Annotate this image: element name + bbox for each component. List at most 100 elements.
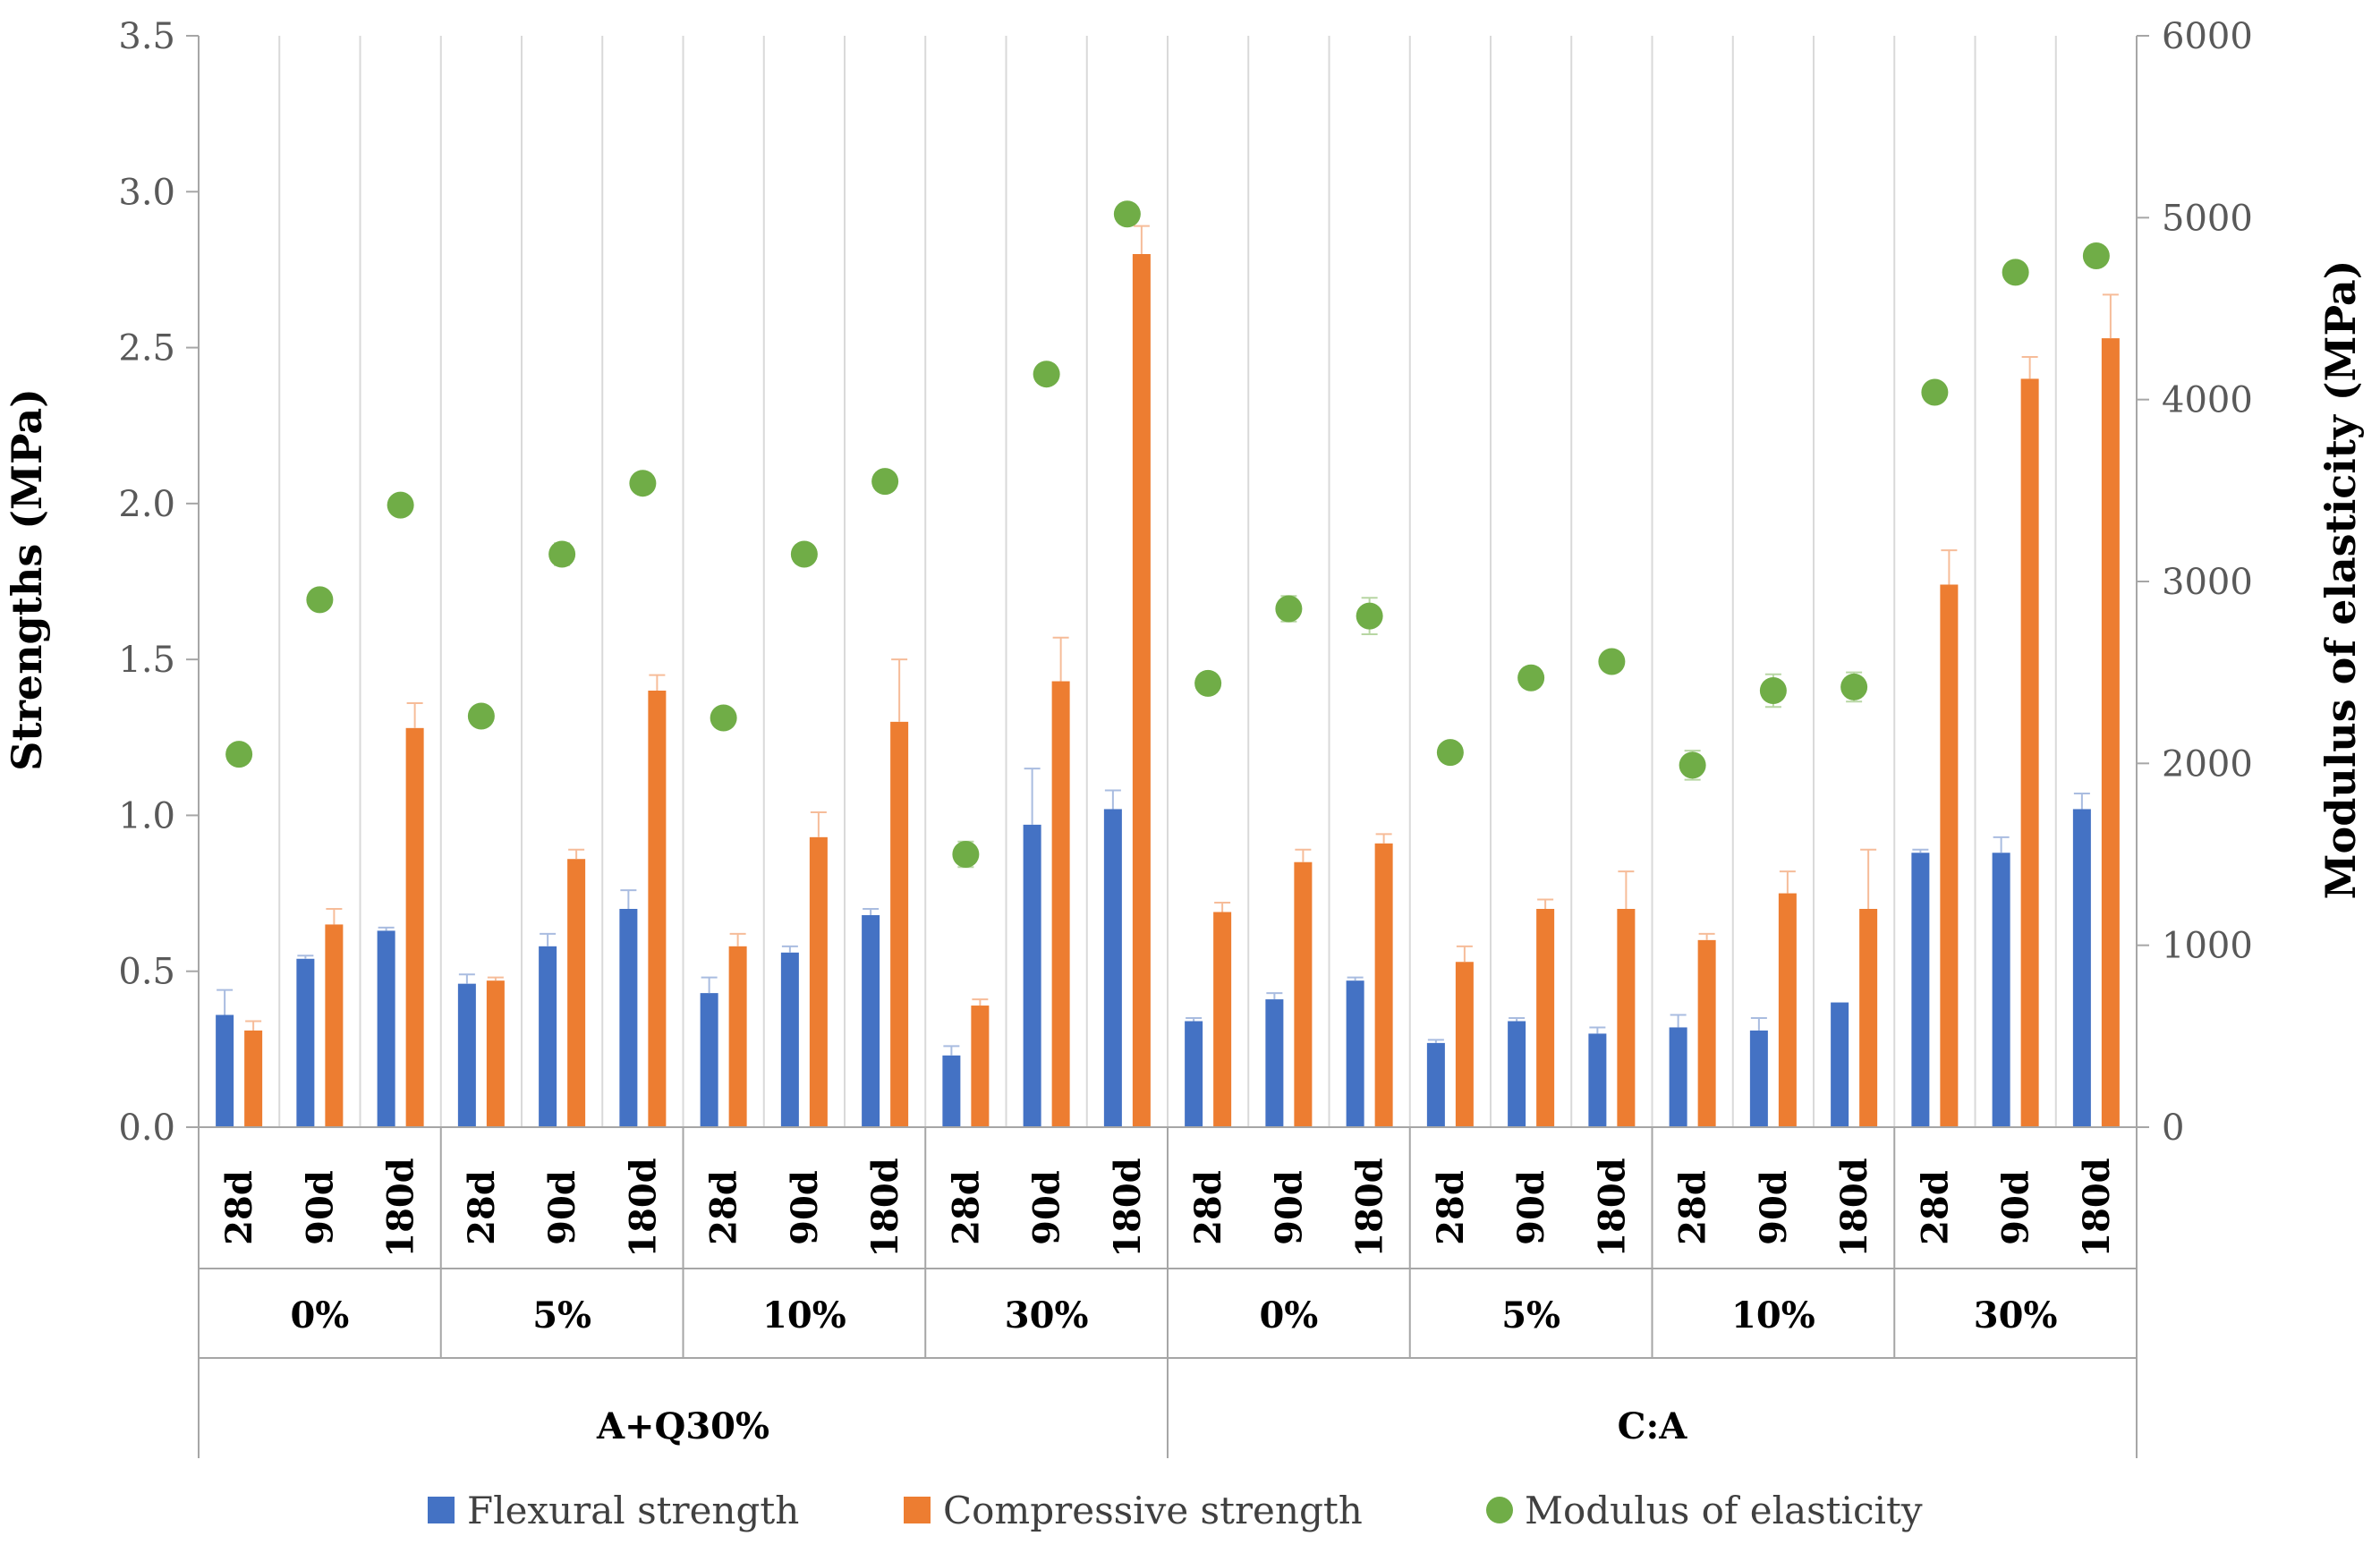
compressive-bar-1	[325, 924, 344, 1127]
legend-flexural-label: Flexural strength	[467, 1489, 799, 1532]
flexural-bar-2	[377, 930, 395, 1127]
flexural-bar-20	[1831, 1002, 1849, 1127]
flexural-bar-23	[2072, 809, 2091, 1127]
compressive-bar-20	[1859, 909, 1878, 1127]
y2-tick-label-0: 0	[2162, 1107, 2184, 1149]
compressive-bar-7	[809, 836, 828, 1127]
modulus-point-6	[710, 704, 737, 732]
modulus-point-5	[629, 470, 657, 497]
x-tick-label-20: 180d	[1833, 1158, 1875, 1257]
x-tick-label-8: 180d	[864, 1158, 906, 1257]
legend: Flexural strength Compressive strength M…	[428, 1489, 1923, 1532]
modulus-point-18	[1679, 751, 1706, 779]
compressive-bar-9	[971, 1006, 990, 1127]
y-tick-label-1: 0.5	[118, 952, 175, 993]
x-tick-label-11: 180d	[1107, 1158, 1149, 1257]
modulus-markers	[225, 200, 2110, 868]
modulus-point-17	[1598, 648, 1626, 675]
compressive-bar-6	[728, 946, 747, 1127]
modulus-point-19	[1759, 677, 1787, 704]
compressive-bar-8	[890, 721, 909, 1127]
compressive-bar-4	[567, 859, 586, 1127]
x-tick-label-0: 28d	[218, 1170, 260, 1245]
flexural-bar-19	[1749, 1030, 1768, 1127]
x-tick-label-1: 90d	[299, 1170, 341, 1245]
flexural-bar-22	[1992, 853, 2010, 1127]
x-tick-label-21: 28d	[1914, 1170, 1956, 1245]
legend-flexural-swatch	[428, 1497, 455, 1523]
compressive-bar-13	[1294, 861, 1313, 1127]
flexural-bar-18	[1669, 1027, 1687, 1127]
axes	[186, 35, 2149, 1458]
modulus-point-12	[1194, 669, 1222, 697]
y-tick-label-5: 2.5	[118, 328, 175, 369]
modulus-point-3	[467, 702, 495, 730]
y2-tick-label-1: 1000	[2162, 926, 2253, 967]
flexural-bar-3	[457, 983, 476, 1127]
modulus-point-15	[1436, 739, 1464, 767]
category-labels: 28d 90d 180d 28d 90d 180d 28d 90d 180d 28d 90d 180d…	[218, 1158, 2118, 1447]
flexural-bar-13	[1265, 999, 1284, 1127]
x-tick-label-12: 28d	[1187, 1170, 1229, 1245]
y2-tick-label-5: 5000	[2162, 198, 2253, 239]
flexural-bar-12	[1185, 1021, 1203, 1127]
y-tick-label-0: 0.0	[118, 1107, 175, 1149]
modulus-point-11	[1113, 200, 1141, 228]
modulus-point-14	[1356, 602, 1383, 630]
flexural-bar-10	[1023, 824, 1041, 1127]
mixture-label-1: C:A	[1618, 1405, 1688, 1447]
y2-tick-label-4: 4000	[2162, 380, 2253, 421]
flexural-bar-8	[862, 914, 880, 1127]
flexural-bar-21	[1911, 853, 1930, 1127]
flexural-bar-9	[942, 1055, 961, 1127]
x-tick-label-5: 180d	[622, 1158, 664, 1257]
group-label-3: 30%	[1005, 1294, 1089, 1337]
x-tick-label-2: 180d	[380, 1158, 422, 1257]
tick-labels: 0.0 0.5 1.0 1.5 2.0 2.5 3.0 3.5 0 1000 2000 3000 400…	[118, 16, 2252, 1149]
flexural-bar-5	[619, 909, 638, 1127]
group-label-5: 5%	[1501, 1294, 1560, 1337]
modulus-point-8	[871, 468, 899, 496]
modulus-point-9	[952, 841, 980, 868]
modulus-point-2	[387, 491, 414, 519]
compressive-bar-0	[244, 1030, 263, 1127]
x-tick-label-13: 90d	[1268, 1170, 1310, 1245]
x-tick-label-14: 180d	[1349, 1158, 1391, 1257]
group-label-2: 10%	[762, 1294, 846, 1337]
y-tick-label-2: 1.0	[118, 795, 175, 836]
x-tick-label-19: 90d	[1753, 1170, 1795, 1245]
x-tick-label-16: 90d	[1510, 1170, 1552, 1245]
compressive-bar-15	[1455, 962, 1474, 1127]
compressive-bar-12	[1213, 912, 1232, 1127]
x-tick-label-22: 90d	[1995, 1170, 2037, 1245]
bars	[216, 254, 2120, 1128]
flexural-bar-15	[1426, 1042, 1445, 1127]
modulus-point-0	[225, 741, 253, 768]
modulus-point-23	[2082, 242, 2110, 270]
y2-tick-label-6: 6000	[2162, 16, 2253, 57]
flexural-bar-0	[216, 1014, 234, 1127]
y-axis-title: Strengths (MPa)	[3, 388, 51, 771]
legend-compressive-label: Compressive strength	[943, 1489, 1363, 1532]
flexural-bar-11	[1103, 809, 1122, 1127]
flexural-bar-7	[780, 952, 799, 1127]
compressive-bar-23	[2101, 338, 2120, 1128]
x-tick-label-6: 28d	[703, 1170, 745, 1245]
x-tick-label-7: 90d	[784, 1170, 826, 1245]
modulus-point-13	[1275, 595, 1303, 623]
modulus-point-22	[2002, 259, 2029, 286]
modulus-point-7	[790, 540, 818, 568]
legend-modulus-label: Modulus of elasticity	[1525, 1489, 1923, 1532]
modulus-point-10	[1033, 361, 1060, 388]
group-label-4: 0%	[1259, 1294, 1318, 1337]
gridlines	[278, 36, 2057, 1127]
y2-axis-title: Modulus of elasticity (MPa)	[2316, 260, 2365, 900]
modulus-point-20	[1840, 673, 1868, 700]
compressive-bar-22	[2020, 378, 2039, 1127]
compressive-bar-2	[405, 727, 424, 1127]
y2-tick-label-3: 3000	[2162, 562, 2253, 603]
flexural-bar-16	[1508, 1021, 1526, 1127]
y-tick-label-3: 1.5	[118, 640, 175, 681]
modulus-point-16	[1517, 664, 1545, 692]
